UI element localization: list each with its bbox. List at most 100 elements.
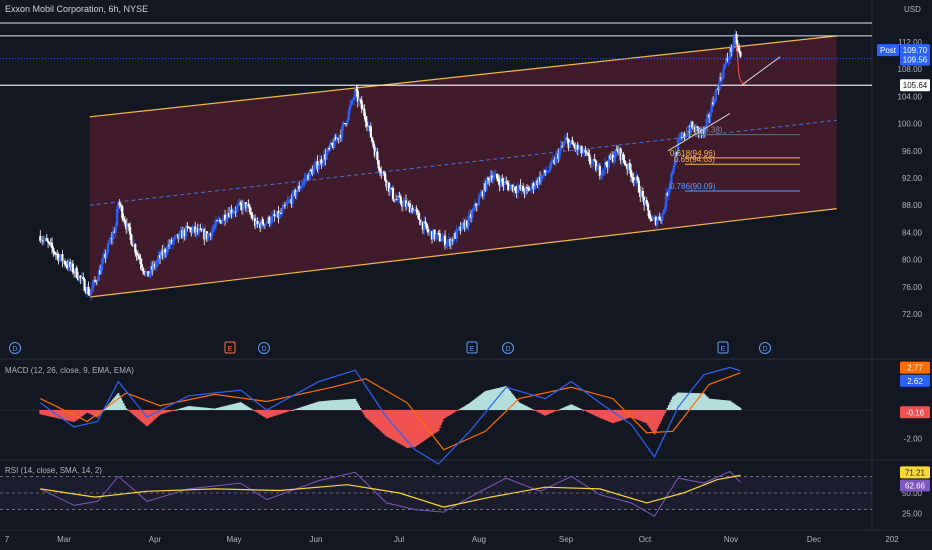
candle-body — [97, 270, 100, 281]
macd-histogram-bar — [148, 410, 151, 424]
macd-histogram-bar — [600, 410, 603, 419]
candle-body — [652, 218, 655, 221]
macd-histogram-bar — [221, 406, 224, 410]
macd-histogram-bar — [489, 389, 492, 410]
time-tick-label: Sep — [559, 535, 574, 544]
candle-body — [669, 182, 672, 189]
candle-body — [110, 237, 113, 239]
macd-histogram-bar — [267, 410, 269, 419]
candle-body — [450, 239, 453, 246]
candle-body — [501, 178, 504, 182]
time-tick-label: Nov — [724, 535, 738, 544]
candle-body — [359, 99, 362, 101]
candle-body — [147, 271, 150, 277]
macd-histogram-bar — [643, 410, 646, 423]
macd-histogram-bar — [363, 410, 366, 415]
macd-histogram-bar — [492, 389, 495, 410]
macd-histogram-bar — [507, 389, 510, 410]
candle-body — [295, 191, 298, 197]
candle-body — [413, 209, 417, 211]
candle-body — [466, 220, 469, 227]
rsi-tick-label: 50.00 — [902, 489, 923, 498]
event-marker-letter: D — [762, 346, 767, 353]
macd-histogram-bar — [639, 410, 642, 421]
macd-histogram-bar — [84, 410, 87, 414]
fib-level-label: 0.5(98.38) — [686, 126, 723, 135]
macd-histogram-bar — [454, 410, 457, 412]
candle-body — [191, 229, 194, 233]
macd-histogram-bar — [660, 410, 662, 422]
candle-body — [71, 263, 74, 273]
macd-histogram-bar — [173, 410, 176, 411]
candle-body — [389, 187, 392, 192]
candle-body — [670, 173, 673, 183]
macd-histogram-bar — [320, 401, 323, 410]
candle-body — [658, 216, 661, 220]
candle-body — [289, 199, 292, 201]
price-tick-label: 72.00 — [902, 310, 923, 319]
candle-body — [144, 271, 147, 274]
macd-histogram-bar — [638, 410, 640, 421]
macd-indicator-label[interactable]: MACD (12, 26, close, 9, EMA, EMA) — [5, 366, 134, 375]
macd-histogram-bar — [172, 410, 174, 411]
macd-histogram-bar — [727, 400, 730, 410]
candle-body — [299, 187, 302, 190]
candle-body — [577, 148, 581, 150]
macd-histogram-bar — [436, 410, 439, 432]
macd-histogram-bar — [133, 410, 135, 416]
candle-body — [113, 231, 116, 233]
macd-histogram-bar — [113, 397, 116, 410]
candle-body — [606, 165, 609, 168]
candle-body — [135, 252, 138, 255]
candle-body — [351, 99, 354, 101]
candle-body — [70, 263, 73, 267]
macd-histogram-bar — [45, 410, 48, 416]
macd-histogram-bar — [138, 410, 141, 420]
macd-histogram-bar — [589, 410, 592, 414]
candle-body — [482, 183, 486, 197]
macd-histogram-bar — [502, 386, 505, 410]
macd-histogram-bar — [735, 405, 738, 410]
candle-body — [358, 99, 361, 102]
macd-histogram-bar — [122, 403, 125, 410]
candle-body — [166, 244, 169, 253]
candle-body — [139, 259, 142, 264]
candle-body — [96, 280, 99, 282]
macd-histogram-bar — [501, 387, 504, 410]
candle-body — [246, 204, 249, 209]
candle-body — [412, 210, 415, 213]
macd-histogram-bar — [537, 410, 540, 413]
macd-histogram-bar — [287, 410, 290, 412]
candle-body — [522, 186, 525, 192]
candle-body — [486, 177, 490, 179]
macd-histogram-bar — [142, 410, 145, 423]
macd-histogram-bar — [552, 410, 554, 413]
candle-body — [469, 214, 473, 218]
dividend-marker — [759, 342, 771, 354]
candle-body — [475, 203, 478, 207]
macd-histogram-bar — [631, 410, 634, 418]
event-marker-letter: E — [228, 346, 233, 353]
macd-histogram-bar — [515, 399, 518, 410]
candle-body — [247, 204, 250, 207]
macd-histogram-bar — [285, 410, 288, 413]
candle-body — [633, 180, 637, 182]
macd-histogram-bar — [625, 410, 627, 419]
macd-histogram-bar — [170, 410, 173, 412]
rsi-indicator-label[interactable]: RSI (14, close, SMA, 14, 2) — [5, 466, 102, 475]
candle-body — [130, 234, 133, 245]
candle-body — [229, 209, 232, 217]
candle-body — [702, 129, 706, 134]
candle-body — [445, 243, 448, 246]
macd-histogram-bar — [526, 406, 528, 410]
macd-histogram-bar — [397, 410, 400, 443]
macd-histogram-bar — [557, 410, 560, 411]
macd-histogram-bar — [384, 410, 387, 436]
candle-body — [480, 191, 483, 195]
candle-body — [540, 176, 543, 183]
macd-histogram-bar — [647, 410, 649, 426]
macd-histogram-bar — [648, 410, 651, 428]
macd-histogram-bar — [614, 410, 617, 423]
candle-body — [326, 147, 330, 153]
